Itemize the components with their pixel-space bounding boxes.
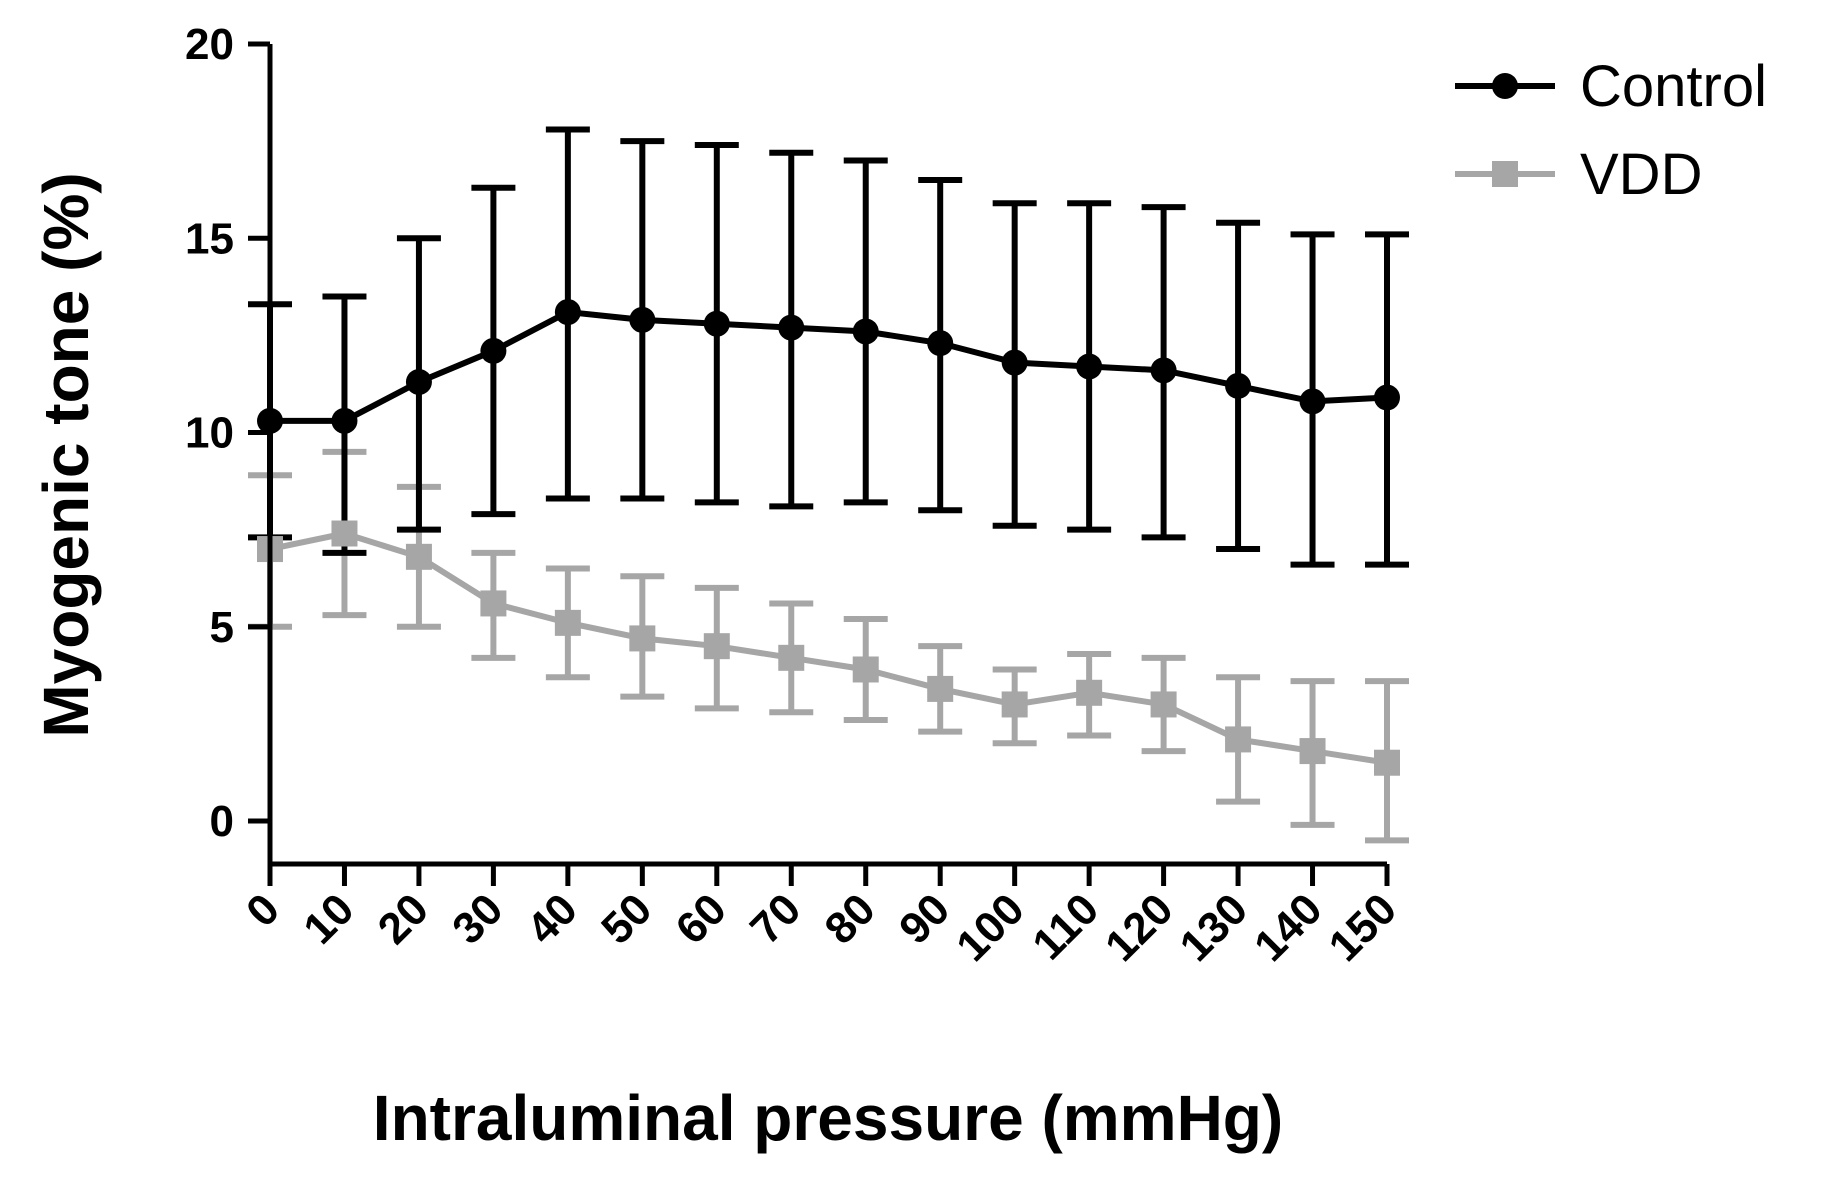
- x-tick-label-20: 20: [369, 884, 438, 953]
- y-tick-label-0: 0: [210, 797, 234, 846]
- control-point-90: [927, 330, 954, 357]
- x-tick-label-80: 80: [816, 884, 885, 953]
- y-ticks: 0 5 10 15 20: [185, 20, 270, 846]
- vdd-point-100: [1001, 691, 1028, 718]
- control-point-100: [1001, 349, 1028, 376]
- vdd-point-50: [629, 625, 656, 652]
- vdd-point-70: [778, 644, 805, 671]
- y-tick-label-5: 5: [210, 603, 234, 652]
- x-tick-label-150: 150: [1320, 884, 1407, 971]
- x-axis-title: Intraluminal pressure (mmHg): [373, 1082, 1283, 1154]
- control-point-10: [331, 407, 358, 434]
- control-point-30: [480, 337, 507, 364]
- control-point-20: [405, 368, 432, 395]
- y-tick-label-10: 10: [185, 409, 234, 458]
- vdd-point-150: [1374, 749, 1400, 776]
- x-tick-label-50: 50: [592, 884, 661, 953]
- vdd-line: [269, 530, 1388, 766]
- x-tick-label-110: 110: [1023, 884, 1108, 969]
- vdd-point-120: [1150, 691, 1177, 718]
- legend-vdd-marker: [1492, 161, 1518, 187]
- vdd-point-110: [1076, 679, 1103, 706]
- vdd-point-130: [1225, 726, 1252, 753]
- vdd-point-10: [331, 520, 358, 547]
- legend-control-marker: [1492, 73, 1518, 99]
- legend: Control VDD: [1455, 54, 1767, 207]
- x-tick-label-0: 0: [237, 884, 289, 936]
- axes: [267, 44, 1387, 867]
- series-lines: [269, 308, 1388, 766]
- vdd-point-90: [927, 675, 954, 702]
- x-tick-label-140: 140: [1245, 884, 1332, 971]
- control-point-130: [1225, 372, 1252, 399]
- control-point-140: [1299, 388, 1326, 415]
- y-tick-label-15: 15: [185, 214, 234, 263]
- control-point-40: [554, 299, 581, 326]
- series-markers: [257, 299, 1400, 776]
- vdd-point-80: [852, 656, 879, 683]
- control-point-60: [703, 310, 730, 337]
- x-tick-label-90: 90: [890, 884, 959, 953]
- control-point-50: [629, 306, 656, 333]
- vdd-point-20: [405, 543, 432, 570]
- legend-control-label: Control: [1580, 54, 1767, 119]
- y-tick-label-20: 20: [185, 20, 234, 69]
- control-point-120: [1150, 357, 1177, 384]
- x-tick-label-120: 120: [1096, 884, 1183, 971]
- vdd-point-140: [1299, 738, 1326, 765]
- y-axis-title: Myogenic tone (%): [30, 172, 102, 737]
- x-tick-label-40: 40: [518, 884, 587, 953]
- x-tick-label-100: 100: [947, 884, 1034, 971]
- x-tick-label-30: 30: [443, 884, 512, 953]
- vdd-point-30: [480, 590, 507, 617]
- legend-vdd-label: VDD: [1580, 142, 1702, 207]
- control-line: [270, 308, 1388, 424]
- control-point-110: [1076, 353, 1103, 380]
- control-point-150: [1374, 384, 1400, 411]
- vdd-point-40: [554, 609, 581, 636]
- control-point-80: [852, 318, 879, 345]
- x-tick-label-10: 10: [294, 884, 363, 953]
- x-tick-label-130: 130: [1171, 884, 1258, 971]
- x-tick-label-60: 60: [667, 884, 736, 953]
- control-point-70: [778, 314, 805, 341]
- vdd-point-60: [703, 633, 730, 660]
- x-tick-label-70: 70: [741, 884, 810, 953]
